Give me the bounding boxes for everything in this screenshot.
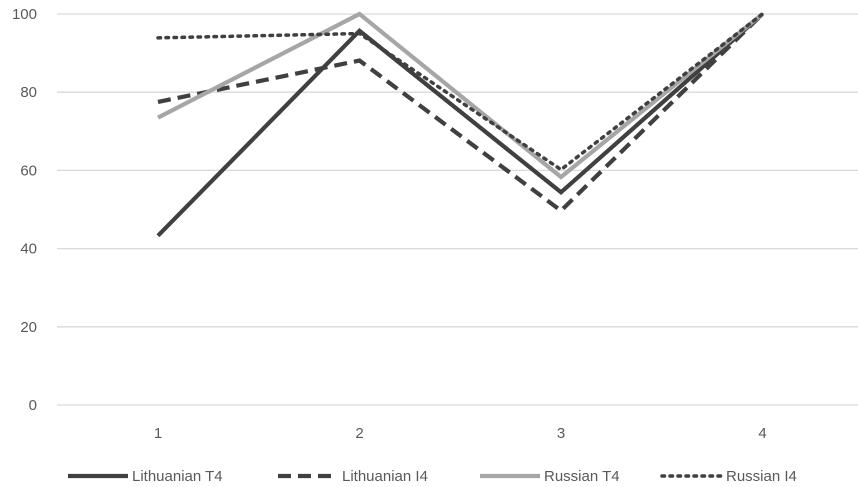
y-tick-label: 100 bbox=[12, 6, 37, 23]
y-tick-label: 60 bbox=[20, 162, 37, 179]
legend-label-1: Lithuanian T4 bbox=[132, 468, 223, 485]
gridlines bbox=[57, 13, 858, 406]
series-line-4 bbox=[156, 12, 765, 172]
axis-labels: 0 20 40 60 80 100 1 2 3 4 bbox=[12, 6, 767, 442]
series-lines bbox=[156, 11, 765, 238]
x-tick-label: 2 bbox=[355, 425, 363, 442]
x-tick-label: 1 bbox=[154, 425, 162, 442]
x-tick-label: 3 bbox=[557, 425, 565, 442]
legend: Lithuanian T4 Lithuanian I4 Russian T4 Russ… bbox=[68, 468, 797, 485]
y-tick-label: 40 bbox=[20, 241, 37, 258]
y-tick-label: 80 bbox=[20, 84, 37, 101]
legend-label-3: Russian T4 bbox=[544, 468, 620, 485]
series-line-1 bbox=[156, 12, 764, 238]
y-tick-label: 0 bbox=[29, 397, 37, 414]
legend-label-2: Lithuanian I4 bbox=[342, 468, 428, 485]
y-tick-label: 20 bbox=[20, 319, 37, 336]
legend-label-4: Russian I4 bbox=[726, 468, 797, 485]
x-tick-label: 4 bbox=[758, 425, 766, 442]
series-line-2 bbox=[157, 12, 764, 214]
series-line-3 bbox=[157, 11, 764, 180]
